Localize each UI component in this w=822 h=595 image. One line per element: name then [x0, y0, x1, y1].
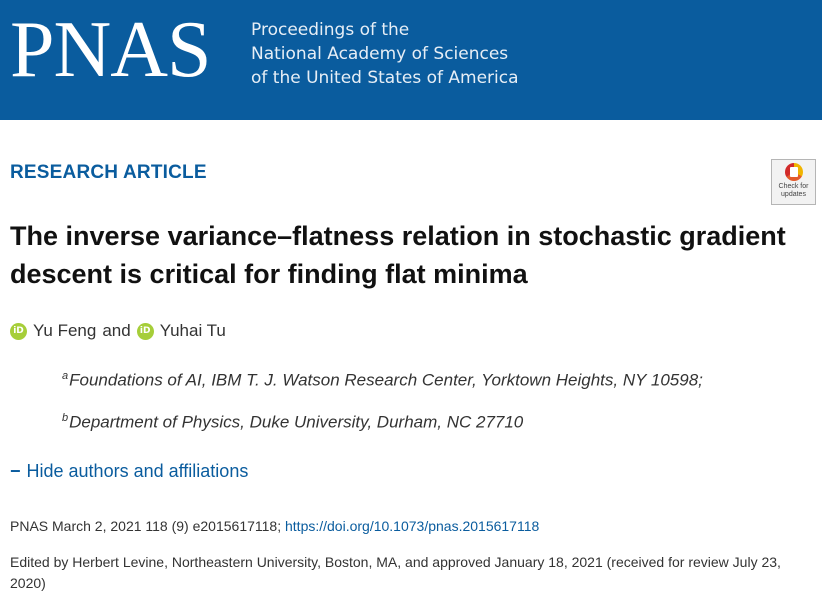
- hide-authors-label: Hide authors and affiliations: [26, 461, 249, 481]
- article-type: RESEARCH ARTICLE: [10, 162, 207, 183]
- editor-note: Edited by Herbert Levine, Northeastern U…: [10, 554, 781, 591]
- affiliation-text: Foundations of AI, IBM T. J. Watson Rese…: [69, 370, 703, 390]
- affiliation: bDepartment of Physics, Duke University,…: [62, 412, 523, 433]
- affiliation: aFoundations of AI, IBM T. J. Watson Res…: [62, 370, 703, 391]
- check-for-updates-label: Check for updates: [778, 183, 809, 198]
- check-for-updates-icon: [784, 163, 803, 181]
- article-title: The inverse variance–flatness relation i…: [10, 221, 786, 289]
- doi-link[interactable]: https://doi.org/10.1073/pnas.2015617118: [285, 518, 540, 534]
- author-joiner: and: [102, 321, 131, 340]
- orcid-icon[interactable]: iD: [10, 322, 27, 340]
- journal-name-line: Proceedings of the: [251, 20, 410, 40]
- affiliation-marker: b: [62, 412, 69, 424]
- journal-full-name: Proceedings of the National Academy of S…: [251, 18, 519, 90]
- affiliation-marker: a: [62, 370, 69, 382]
- journal-name-line: of the United States of America: [251, 68, 519, 88]
- affiliation-text: Department of Physics, Duke University, …: [69, 412, 524, 432]
- pnas-logo[interactable]: PNAS: [10, 6, 212, 94]
- author-list: iD Yu Feng and iD Yuhai Tu: [10, 321, 226, 341]
- citation-line: PNAS March 2, 2021 118 (9) e2015617118; …: [10, 518, 539, 534]
- orcid-icon[interactable]: iD: [136, 322, 154, 340]
- author-name[interactable]: Yuhai Tu: [159, 321, 226, 340]
- check-for-updates-button[interactable]: Check for updates: [771, 159, 816, 205]
- minus-icon: −: [10, 461, 21, 481]
- citation-text: PNAS March 2, 2021 118 (9) e2015617118;: [10, 518, 285, 534]
- hide-authors-toggle[interactable]: − Hide authors and affiliations: [10, 461, 248, 482]
- journal-name-line: National Academy of Sciences: [251, 44, 509, 64]
- author-name[interactable]: Yu Feng: [33, 321, 97, 340]
- journal-banner: PNAS Proceedings of the National Academy…: [0, 0, 822, 120]
